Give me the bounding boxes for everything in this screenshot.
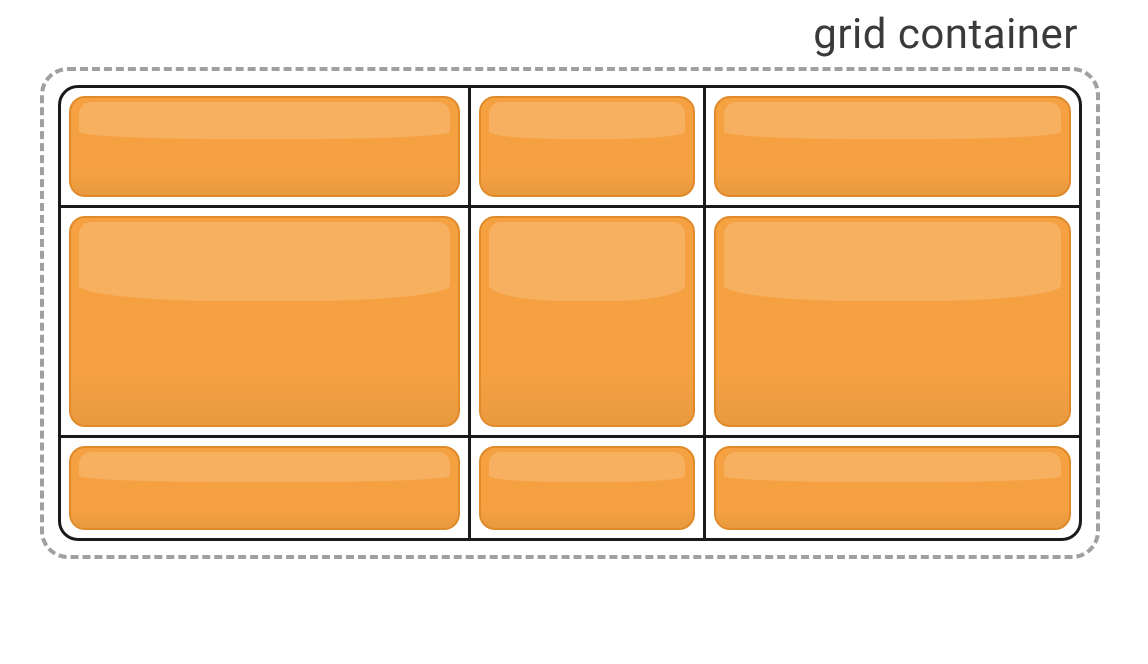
dashed-outer-container	[40, 67, 1100, 559]
grid-cell	[706, 88, 1079, 208]
grid-cell	[471, 88, 706, 208]
grid-cell	[61, 208, 471, 438]
grid-cell	[471, 208, 706, 438]
grid-item	[714, 446, 1071, 530]
grid-item	[69, 96, 460, 197]
grid-item	[714, 216, 1071, 427]
grid-item	[69, 216, 460, 427]
grid-item	[479, 96, 695, 197]
label-container: grid container	[40, 10, 1108, 59]
grid-item	[479, 446, 695, 530]
grid	[58, 85, 1082, 541]
grid-cell	[706, 208, 1079, 438]
grid-item	[479, 216, 695, 427]
grid-cell	[471, 438, 706, 538]
grid-item	[69, 446, 460, 530]
grid-cell	[61, 88, 471, 208]
grid-item	[714, 96, 1071, 197]
grid-container-label: grid container	[813, 10, 1078, 59]
grid-cell	[706, 438, 1079, 538]
grid-cell	[61, 438, 471, 538]
